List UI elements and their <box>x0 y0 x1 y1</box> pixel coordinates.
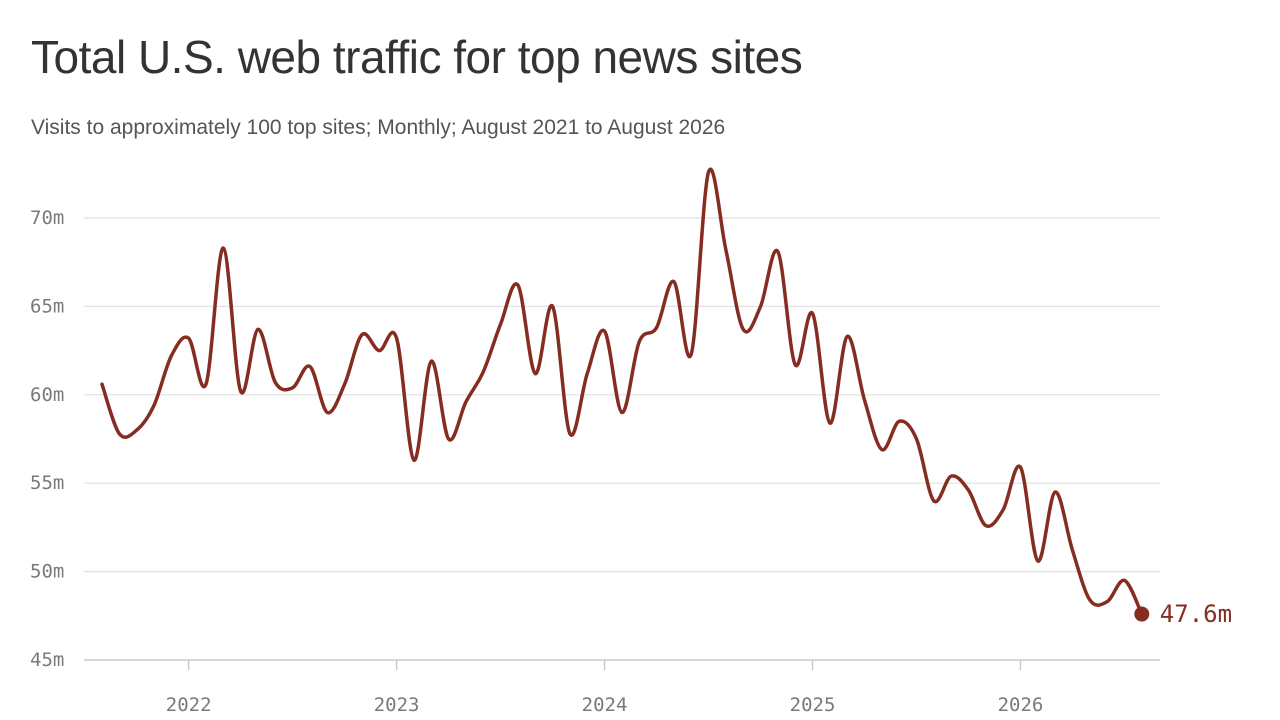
data-point-2025-10 <box>967 488 971 492</box>
y-tick-label: 70m <box>30 207 64 229</box>
chart-subtitle: Visits to approximately 100 top sites; M… <box>31 116 726 139</box>
data-point-2022-07 <box>291 386 295 390</box>
data-point-2026-05 <box>1088 598 1092 602</box>
y-tick-label: 50m <box>30 561 64 583</box>
data-point-2024-02 <box>620 410 624 414</box>
x-axis: 2022 2023 2024 2025 2026 <box>84 659 1160 716</box>
data-point-2022-08 <box>308 365 312 369</box>
data-point-2025-08 <box>932 499 936 503</box>
data-point-2021-10 <box>135 428 139 432</box>
data-point-2024-06 <box>689 352 693 356</box>
end-point-marker <box>1134 606 1150 622</box>
data-point-2026-06 <box>1105 600 1109 604</box>
data-point-2022-09 <box>325 410 329 414</box>
data-point-2025-01 <box>811 311 815 315</box>
data-point-2024-07 <box>707 170 711 174</box>
x-tick-label: 2024 <box>582 694 628 716</box>
data-point-2026-04 <box>1070 548 1074 552</box>
data-point-2025-02 <box>828 421 832 425</box>
data-point-2023-09 <box>533 372 537 376</box>
data-point-2023-03 <box>429 359 433 363</box>
data-point-2024-01 <box>603 329 607 333</box>
data-point-2024-11 <box>776 250 780 254</box>
chart-title: Total U.S. web traffic for top news site… <box>31 31 803 83</box>
data-point-2024-10 <box>759 304 763 308</box>
data-point-2023-05 <box>464 400 468 404</box>
x-tick-label: 2023 <box>374 694 420 716</box>
data-point-2024-08 <box>724 248 728 252</box>
data-point-2025-03 <box>845 334 849 338</box>
data-point-2025-09 <box>949 474 953 478</box>
data-point-2025-06 <box>897 419 901 423</box>
data-point-2023-12 <box>585 372 589 376</box>
data-point-2023-11 <box>568 432 572 436</box>
data-point-2022-06 <box>273 380 277 384</box>
data-point-2024-04 <box>655 326 659 330</box>
series-layer: 47.6m <box>100 167 1232 628</box>
data-point-2024-05 <box>672 280 676 284</box>
data-point-2022-04 <box>239 389 243 393</box>
data-point-2022-12 <box>377 349 381 353</box>
y-tick-label: 65m <box>30 295 64 317</box>
data-point-2022-01 <box>187 336 191 340</box>
data-point-2024-12 <box>793 363 797 367</box>
data-point-2022-05 <box>256 327 260 331</box>
y-axis: 45m 50m 55m 60m 65m 70m <box>30 207 64 671</box>
data-point-2023-06 <box>481 370 485 374</box>
series-line <box>100 167 1144 616</box>
data-point-2023-08 <box>516 283 520 287</box>
data-point-2023-02 <box>412 458 416 462</box>
data-point-2026-07 <box>1122 578 1126 582</box>
x-tick-label: 2025 <box>790 694 836 716</box>
data-point-2025-07 <box>915 437 919 441</box>
data-point-2022-02 <box>204 382 208 386</box>
data-point-2022-11 <box>360 333 364 337</box>
data-point-2026-02 <box>1036 559 1040 563</box>
data-point-2021-11 <box>152 403 156 407</box>
end-value-label: 47.6m <box>1160 600 1232 628</box>
data-point-2022-10 <box>343 382 347 386</box>
x-tick-label: 2022 <box>166 694 212 716</box>
data-point-2023-07 <box>499 322 503 326</box>
x-tick-label: 2026 <box>998 694 1044 716</box>
y-tick-label: 45m <box>30 649 64 671</box>
data-point-2024-09 <box>741 327 745 331</box>
gridlines <box>84 217 1160 573</box>
data-point-2026-03 <box>1053 490 1057 494</box>
data-point-2024-03 <box>637 340 641 344</box>
data-point-2021-09 <box>117 432 121 436</box>
data-point-2022-03 <box>221 246 225 250</box>
data-point-2025-12 <box>1001 508 1005 512</box>
data-point-2025-11 <box>984 524 988 528</box>
data-point-2026-01 <box>1018 465 1022 469</box>
data-point-2021-12 <box>169 354 173 358</box>
data-point-2023-04 <box>447 437 451 441</box>
y-tick-label: 55m <box>30 472 64 494</box>
data-point-2021-08 <box>100 382 104 386</box>
data-point-2023-10 <box>551 304 555 308</box>
data-point-2023-01 <box>395 336 399 340</box>
data-point-2025-05 <box>880 448 884 452</box>
data-point-2025-04 <box>863 398 867 402</box>
y-tick-label: 60m <box>30 384 64 406</box>
